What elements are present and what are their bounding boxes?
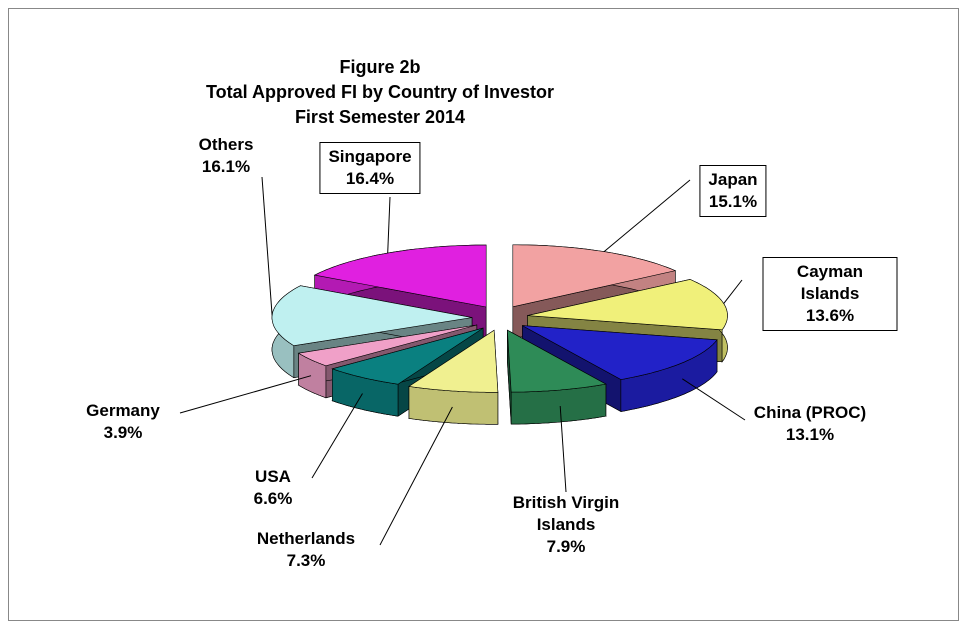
value-label: 13.6% — [805, 306, 855, 325]
data-label: Cayman Islands 13.6% — [762, 257, 898, 331]
category-label: British Virgin Islands — [512, 493, 620, 534]
value-label: 16.4% — [345, 169, 395, 188]
leader-line — [261, 176, 273, 316]
leader-line — [723, 279, 743, 304]
value-label: 6.6% — [253, 489, 293, 508]
value-label: 16.1% — [201, 157, 251, 176]
category-label: USA — [255, 467, 291, 486]
title-line: First Semester 2014 — [294, 107, 466, 127]
slice-top — [507, 329, 607, 393]
category-label: China (PROC) — [753, 403, 867, 422]
value-label: 3.9% — [103, 423, 143, 442]
slice-top — [408, 329, 499, 393]
data-label: Netherlands 7.3% — [257, 528, 355, 572]
leader-line — [559, 405, 567, 493]
category-label: Others — [198, 135, 254, 154]
leader-line — [379, 406, 453, 546]
slice-top — [297, 324, 477, 367]
slice-top — [331, 327, 484, 385]
data-label: Japan 15.1% — [699, 165, 767, 217]
leader-line — [682, 378, 746, 421]
data-label: USA 6.6% — [254, 466, 293, 510]
data-label: Germany 3.9% — [86, 400, 160, 444]
category-label: Japan — [708, 170, 758, 189]
leader-line — [603, 179, 691, 252]
category-label: Netherlands — [256, 529, 356, 548]
value-label: 15.1% — [708, 192, 758, 211]
data-label: Singapore 16.4% — [319, 142, 421, 194]
slice — [408, 329, 499, 425]
chart-title: Figure 2b Total Approved FI by Country o… — [180, 55, 580, 130]
leader-line — [179, 375, 312, 414]
data-label: Others 16.1% — [199, 134, 254, 178]
category-label: Germany — [86, 401, 160, 420]
frame — [8, 8, 959, 621]
slice — [507, 329, 607, 425]
category-label: Singapore — [328, 147, 412, 166]
title-line: Figure 2b — [339, 57, 421, 77]
leader-line — [387, 196, 391, 254]
data-label: British Virgin Islands 7.9% — [501, 492, 631, 558]
value-label: 7.3% — [286, 551, 326, 570]
slice-top — [522, 325, 718, 380]
leader-line — [311, 393, 363, 479]
data-label: China (PROC) 13.1% — [754, 402, 866, 446]
category-label: Cayman Islands — [796, 262, 864, 303]
title-line: Total Approved FI by Country of Investor — [205, 82, 554, 102]
value-label: 7.9% — [546, 537, 586, 556]
value-label: 13.1% — [785, 425, 835, 444]
